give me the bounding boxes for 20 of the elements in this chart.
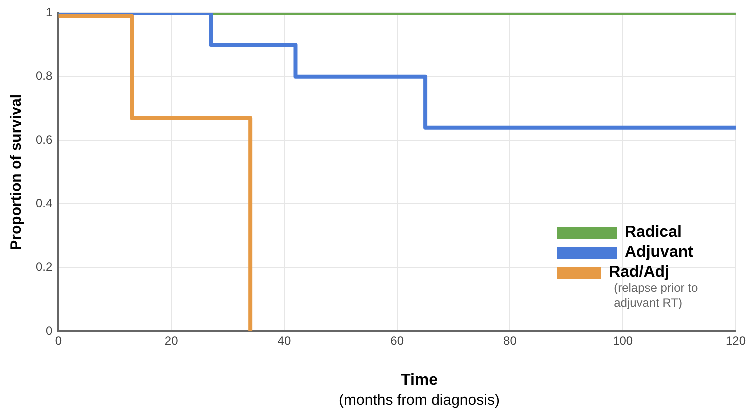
y-tick-label: 0.2 [36, 260, 53, 274]
legend-label: Adjuvant [625, 244, 694, 261]
y-tick-label: 0.6 [36, 132, 53, 147]
x-tick-label: 20 [164, 334, 179, 348]
x-tick-label: 120 [726, 334, 746, 348]
x-axis-title: Time [400, 372, 440, 390]
y-tick-label: 0.4 [36, 196, 53, 211]
x-tick-label: 60 [390, 334, 404, 348]
x-tick-label: 0 [55, 334, 62, 348]
legend-label: Rad/Adj [609, 264, 670, 281]
y-tick-label: 0.8 [36, 69, 53, 84]
text: (months from diagnosis) [338, 392, 501, 409]
x-tick-label: 80 [504, 334, 518, 348]
x-tick-label: 40 [278, 334, 292, 348]
legend-label: Radical [625, 224, 682, 241]
x-tick-label: 100 [613, 334, 634, 348]
y-tick-label: 0 [46, 324, 53, 338]
y-tick-label: 1 [46, 6, 53, 20]
annotation: (relapse prior to adjuvant RT) [614, 281, 700, 311]
y-axis-title: Proportion of survival [8, 94, 26, 250]
